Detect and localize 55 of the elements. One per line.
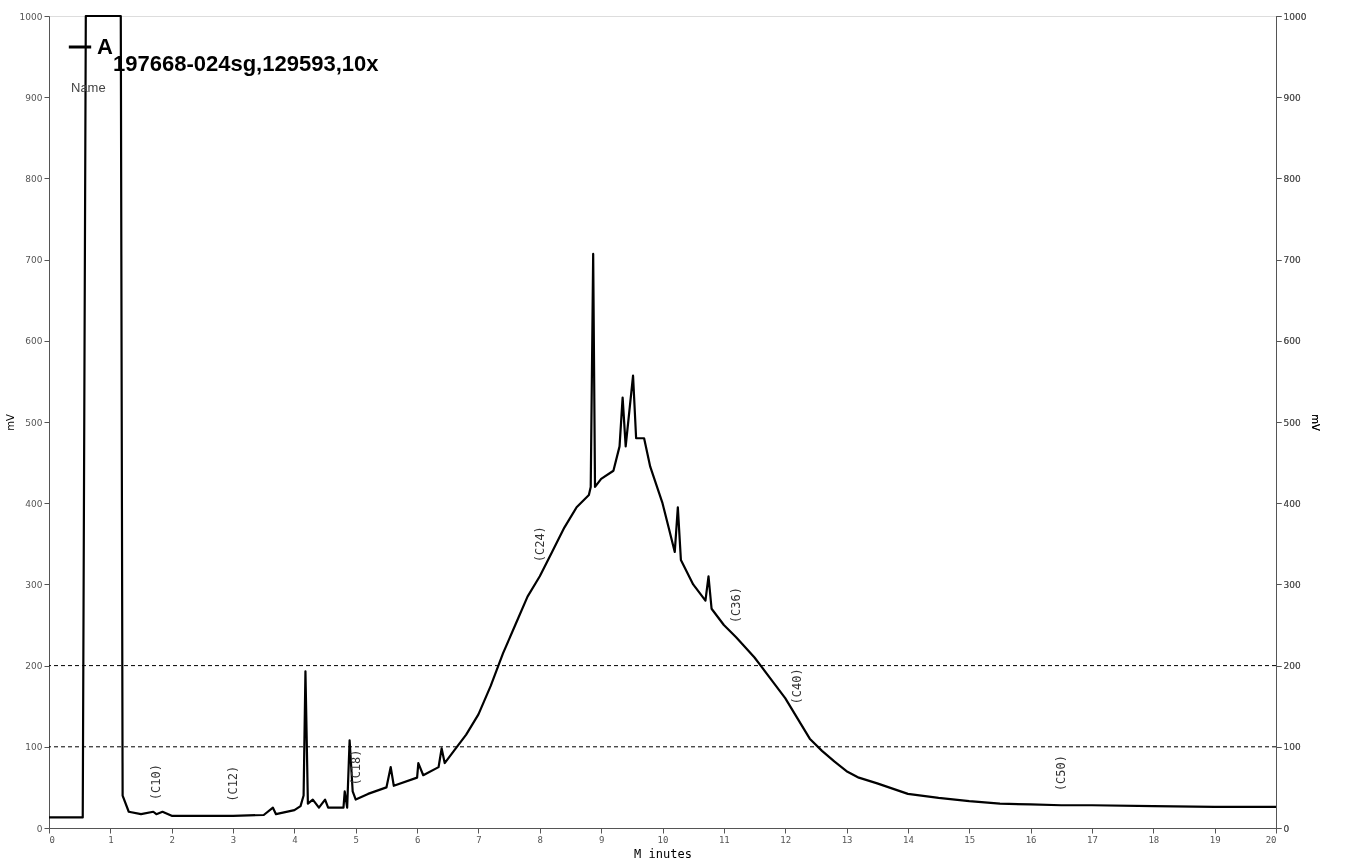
x-tick-label: 6 [414, 834, 421, 845]
y2-tick-label: 200 [1283, 661, 1301, 672]
y-tick-label: 600 [25, 336, 43, 347]
x-tick-label: 5 [353, 834, 359, 845]
annotation: (C10) [149, 764, 164, 801]
y-tick-label: 100 [25, 742, 43, 753]
line-series [47, 14, 1278, 819]
y-tick-label: 300 [25, 579, 43, 590]
y-axis-title: mV [4, 414, 16, 431]
x-tick-label: 13 [841, 834, 853, 845]
annotation: (C40) [790, 668, 805, 705]
x-tick-label: 7 [476, 834, 482, 845]
x-tick-label: 17 [1087, 834, 1098, 845]
x-tick-label: 11 [718, 834, 730, 845]
y-tick-label: 400 [25, 498, 43, 509]
annotation: (C12) [226, 765, 241, 802]
x-tick-label: 18 [1148, 834, 1160, 845]
x-tick-label: 9 [598, 834, 605, 845]
y-tick-label: 1000 [19, 11, 43, 22]
y-tick-label: 500 [25, 417, 43, 428]
x-tick-label: 14 [902, 834, 914, 845]
annotation: (C36) [729, 587, 744, 624]
y2-tick-label: 400 [1283, 498, 1301, 509]
annotation: (C18) [348, 749, 363, 786]
x-tick-label: 10 [657, 834, 669, 845]
y2-tick-label: 700 [1283, 255, 1301, 266]
y2-tick-label: 600 [1283, 336, 1301, 347]
x-tick-label: 4 [292, 834, 298, 845]
y-tick-label: 800 [25, 173, 43, 184]
x-tick-label: 8 [537, 834, 544, 845]
y-tick-label: 200 [25, 661, 43, 672]
legend-label: A [97, 34, 113, 59]
x-tick-label: 0 [49, 834, 55, 845]
x-tick-label: 3 [230, 834, 237, 845]
y-tick-label: 700 [25, 255, 43, 266]
annotation: (C24) [532, 526, 547, 563]
y2-tick-label: 0 [1283, 823, 1290, 834]
annotation: (C50) [1054, 755, 1069, 792]
x-tick-label: 2 [169, 834, 175, 845]
x-tick-label: 20 [1265, 834, 1277, 845]
x-tick-label: 15 [964, 834, 976, 845]
y2-tick-label: 100 [1283, 742, 1301, 753]
y-tick-label: 0 [36, 823, 43, 834]
x-axis-title: M inutes [634, 846, 692, 861]
x-tick-label: 1 [108, 834, 114, 845]
x-tick-label: 19 [1209, 834, 1221, 845]
y2-tick-label: 900 [1283, 92, 1301, 103]
y2-tick-label: 500 [1283, 417, 1301, 428]
x-tick-label: 16 [1025, 834, 1037, 845]
x-tick-label: 12 [780, 834, 792, 845]
y-tick-label: 900 [25, 92, 43, 103]
y2-tick-label: 1000 [1283, 11, 1307, 22]
y2-axis-title: mV [1310, 414, 1322, 431]
y2-tick-label: 300 [1283, 579, 1301, 590]
y2-tick-label: 800 [1283, 173, 1301, 184]
